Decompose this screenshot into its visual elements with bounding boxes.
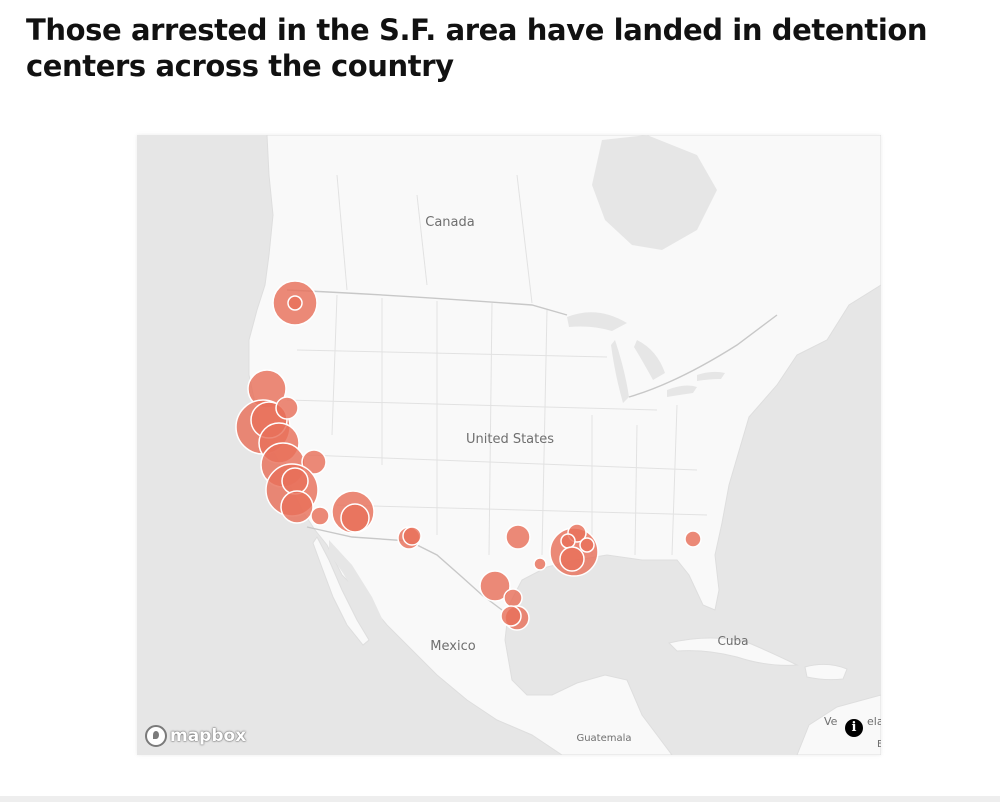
label-mexico: Mexico [430,639,475,654]
country-borders [286,289,778,611]
marker-cen-cal-b[interactable] [301,449,327,475]
label-canada: Canada [425,215,474,230]
marker-texas-b[interactable] [503,588,523,608]
marker-louisiana-d[interactable] [560,533,576,549]
detention-map[interactable]: Canada United States Mexico Cuba Guatema… [137,135,881,755]
detention-markers [235,280,702,631]
south-america-land [796,694,881,755]
marker-texas-d[interactable] [500,605,522,627]
hudson-bay [592,135,717,250]
label-united-states: United States [466,432,554,447]
info-icon[interactable]: i [845,719,863,737]
marker-georgia[interactable] [684,530,702,548]
map-canvas[interactable]: Canada United States Mexico Cuba Guatema… [137,135,881,755]
label-cuba: Cuba [718,634,749,648]
mapbox-logo[interactable]: mapbox [145,725,246,747]
headline: Those arrested in the S.F. area have lan… [26,13,928,83]
mapbox-logo-text: mapbox [170,726,247,746]
label-venezuela-left: Ve [824,715,838,728]
page-bottom-divider [0,796,1000,802]
marker-so-cal-b[interactable] [281,467,309,495]
marker-so-cal-c[interactable] [280,490,314,524]
marker-louisiana-c[interactable] [579,537,595,553]
hispaniola [804,663,848,681]
cuba [668,637,799,666]
marker-arizona-b[interactable] [340,503,370,533]
marker-texas-e[interactable] [533,557,547,571]
gulf-of-california [329,540,385,627]
baja-peninsula [312,536,370,646]
marker-so-cal-d[interactable] [310,506,330,526]
marker-texas-a[interactable] [479,570,511,602]
marker-el-paso-b[interactable] [402,526,422,546]
label-venezuela-right: ela [867,715,881,728]
label-guatemala: Guatemala [576,733,631,744]
marker-tacoma-small[interactable] [287,295,303,311]
great-lakes [567,312,725,403]
marker-nor-cal-d[interactable] [275,396,299,420]
state-borders [286,174,708,556]
marker-texas-north[interactable] [505,524,531,550]
marker-louisiana-e[interactable] [559,546,585,572]
mapbox-logo-icon [145,725,167,747]
label-venezuela-below: E [877,739,881,750]
